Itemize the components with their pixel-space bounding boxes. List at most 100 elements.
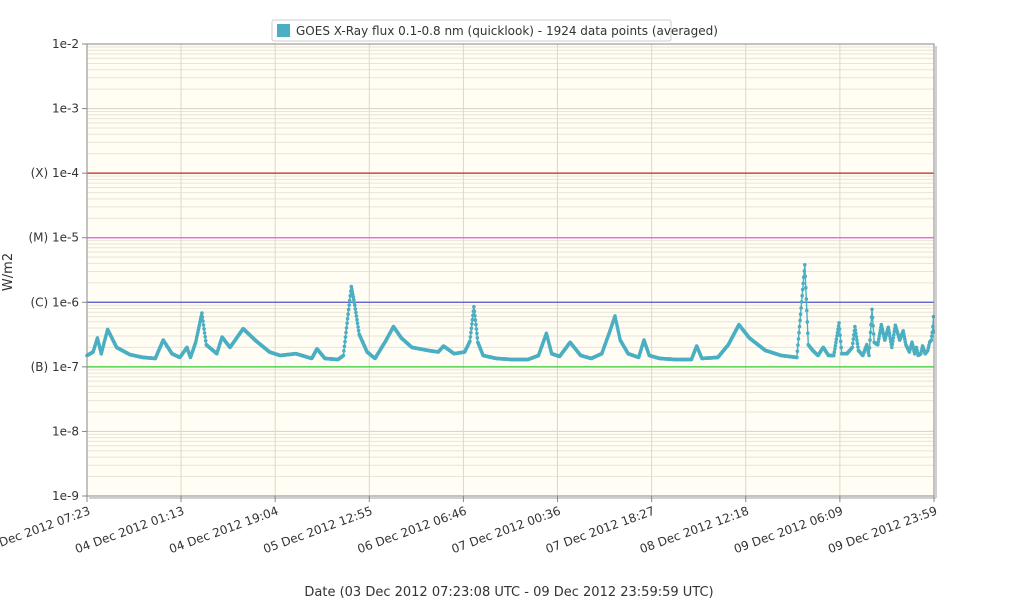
data-point	[200, 315, 205, 319]
data-point	[855, 338, 859, 343]
data-point	[878, 331, 882, 336]
data-point	[796, 343, 800, 347]
data-point	[851, 337, 856, 341]
data-point	[353, 303, 357, 308]
data-point	[926, 345, 931, 350]
data-point	[350, 290, 355, 294]
data-point	[799, 306, 803, 310]
data-point	[832, 350, 837, 355]
y-tick-label: (B) 1e-7	[31, 360, 79, 374]
data-point	[855, 341, 860, 346]
y-tick-label: 1e-2	[52, 37, 79, 51]
data-point	[834, 337, 839, 342]
y-tick-label: (C) 1e-6	[30, 295, 79, 309]
data-point	[470, 317, 475, 322]
data-point	[902, 334, 907, 339]
data-point	[798, 312, 803, 317]
series-layer	[85, 263, 936, 362]
data-point	[835, 334, 839, 338]
data-point	[800, 293, 804, 298]
legend-label: GOES X-Ray flux 0.1-0.8 nm (quicklook) -…	[296, 24, 718, 38]
data-point	[469, 330, 473, 335]
data-point	[354, 310, 358, 315]
data-point	[472, 309, 477, 314]
data-point	[800, 287, 805, 292]
data-point	[201, 319, 205, 323]
data-point	[805, 308, 809, 313]
data-point	[801, 281, 805, 286]
data-point	[203, 335, 207, 339]
data-point	[903, 337, 907, 342]
data-point	[345, 321, 349, 326]
data-point	[865, 342, 869, 347]
series-markers	[85, 263, 936, 362]
data-point	[832, 353, 836, 358]
y-tick-label: 1e-9	[52, 489, 79, 503]
data-point	[887, 331, 892, 335]
data-point	[344, 326, 349, 330]
data-point	[870, 307, 874, 312]
data-point	[926, 348, 930, 353]
data-point	[868, 330, 873, 335]
data-point	[876, 340, 881, 344]
y-tick-label: 1e-3	[52, 102, 79, 116]
legend-box	[271, 19, 672, 42]
data-point	[341, 353, 346, 358]
data-point	[797, 324, 802, 329]
data-point	[797, 330, 801, 335]
data-point	[346, 307, 351, 312]
plot-background	[87, 44, 934, 496]
data-point	[202, 331, 207, 335]
x-tick-label: 09 Dec 2012 23:59	[826, 504, 939, 557]
data-point	[870, 315, 875, 320]
data-point	[853, 324, 857, 329]
data-point	[887, 328, 891, 333]
data-point	[203, 339, 208, 343]
data-point	[468, 339, 472, 344]
data-point	[927, 343, 931, 347]
data-point	[475, 336, 480, 340]
data-point	[833, 343, 838, 348]
data-point	[866, 351, 871, 355]
data-point	[888, 334, 892, 338]
data-point	[851, 341, 855, 346]
data-point	[804, 297, 809, 301]
data-point	[352, 298, 356, 302]
data-point	[200, 311, 204, 315]
data-point	[201, 323, 206, 327]
data-point	[903, 340, 908, 344]
data-point	[344, 330, 348, 335]
data-point	[902, 331, 906, 336]
data-point	[349, 284, 354, 289]
data-point	[345, 316, 350, 321]
data-point	[929, 338, 934, 342]
data-point	[837, 321, 841, 325]
data-point	[468, 335, 473, 339]
data-point	[930, 334, 934, 339]
data-point	[871, 332, 876, 336]
x-axis-title: Date (03 Dec 2012 07:23:08 UTC - 09 Dec …	[304, 585, 713, 600]
data-point	[469, 326, 474, 331]
data-point	[877, 337, 881, 341]
data-point	[891, 336, 896, 340]
data-point	[474, 322, 478, 327]
data-point	[836, 324, 841, 328]
data-point	[856, 345, 860, 349]
data-point	[346, 312, 350, 317]
legend[interactable]: GOES X-Ray flux 0.1-0.8 nm (quicklook) -…	[271, 19, 718, 42]
data-point	[472, 305, 476, 309]
data-point	[853, 328, 858, 332]
class-threshold-lines	[87, 172, 934, 368]
data-point	[799, 300, 804, 304]
data-point	[871, 324, 875, 328]
data-point	[839, 345, 843, 350]
y-axis-ticks: 1e-2 1e-3 (X) 1e-4 (M) 1e-5 (C) 1e-6 (B) 1e-7…	[28, 37, 87, 503]
data-point	[351, 295, 356, 300]
data-point	[342, 344, 347, 349]
data-point	[838, 339, 843, 344]
data-point	[475, 331, 479, 336]
data-point	[470, 322, 474, 326]
data-point	[868, 338, 872, 342]
